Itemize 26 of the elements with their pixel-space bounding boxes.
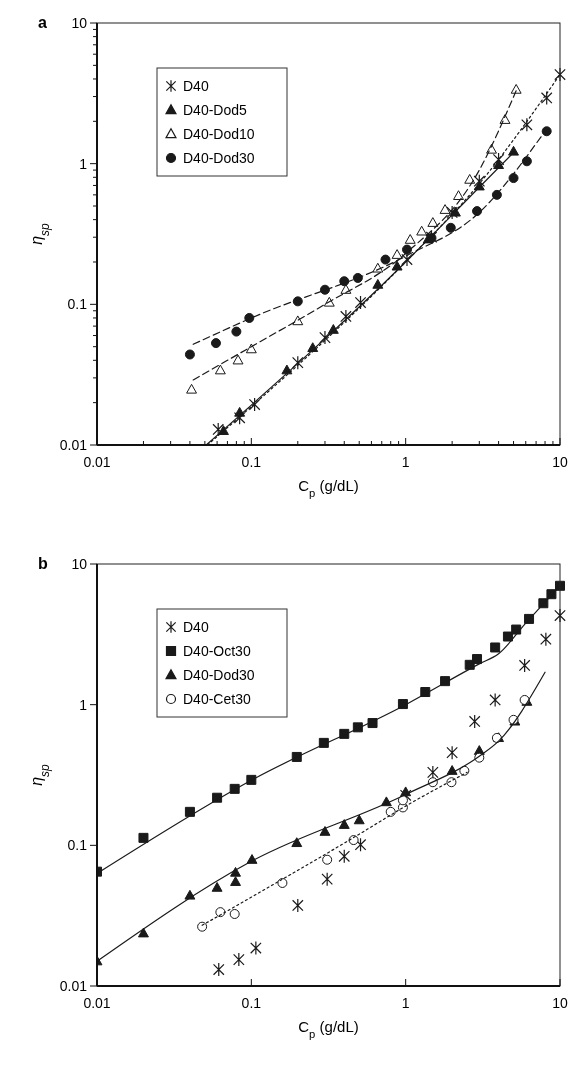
x-tick-label: 1 <box>401 995 410 1011</box>
y-tick-label: 0.01 <box>59 978 88 994</box>
legend-label: D40-Oct30 <box>183 643 251 659</box>
y-tick-label: 0.1 <box>67 296 88 313</box>
legend-label: D40-Dod10 <box>183 126 255 142</box>
y-tick-label: 0.01 <box>59 437 88 453</box>
y-tick-label: 1 <box>79 696 88 713</box>
y-tick-label: 0.1 <box>67 837 88 854</box>
x-tick-label: 10 <box>552 995 568 1011</box>
legend-label: D40-Dod5 <box>183 102 248 118</box>
legend-label: D40-Cet30 <box>183 691 251 707</box>
x-tick-label: 0.1 <box>241 995 262 1011</box>
chart-title: b <box>38 555 48 572</box>
x-tick-label: 1 <box>401 454 410 470</box>
legend-label: D40-Dod30 <box>183 150 255 166</box>
legend-label: D40-Dod30 <box>183 667 255 683</box>
x-axis-title: C$_{p}$ (g/dL) <box>298 1018 359 1040</box>
x-axis-title: C$_{p}$ (g/dL) <box>298 477 359 499</box>
x-tick-label: 10 <box>552 454 568 470</box>
x-tick-label: 0.1 <box>241 454 262 470</box>
legend-label: D40 <box>183 619 209 635</box>
y-tick-label: 10 <box>71 15 88 31</box>
y-tick-label: 1 <box>79 155 88 172</box>
y-tick-label: 10 <box>71 556 88 572</box>
chart-title: a <box>38 14 47 31</box>
legend-label: D40 <box>183 78 209 94</box>
